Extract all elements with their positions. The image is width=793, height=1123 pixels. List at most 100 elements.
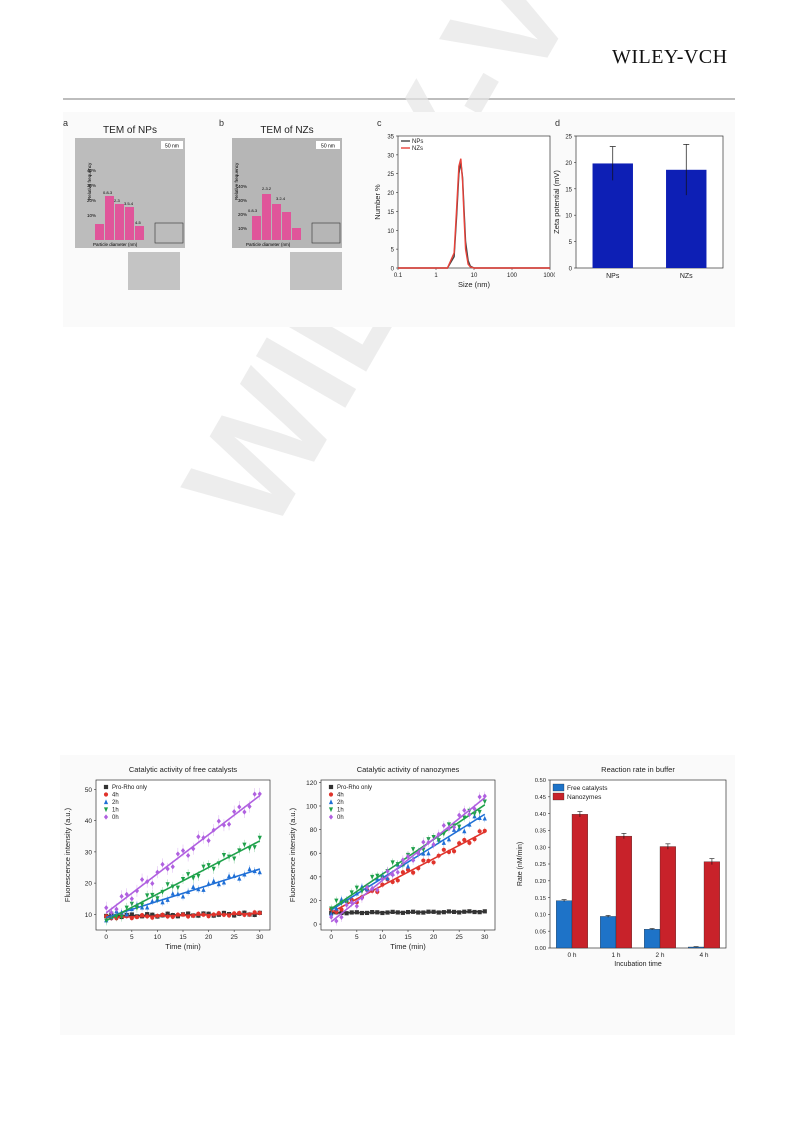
x-tick-label: 30 <box>481 934 489 941</box>
bar-0-0 <box>556 900 573 949</box>
data-point <box>237 910 242 916</box>
data-point <box>216 861 221 867</box>
chart-nanozymes: Catalytic activity of nanozymes 0 20 40 60 80… <box>288 765 496 951</box>
data-point <box>160 889 165 895</box>
data-point <box>405 853 411 860</box>
data-point <box>482 799 487 805</box>
data-point <box>186 872 191 877</box>
x-tick-label: 0 <box>329 934 333 941</box>
data-point <box>477 910 482 915</box>
tem-scale-a: 50 nm <box>165 144 179 150</box>
data-point <box>145 893 150 899</box>
tem-bar <box>252 216 261 240</box>
y-tick-label: 60 <box>310 851 318 858</box>
data-point <box>191 884 196 889</box>
legend-label: Pro-Rho only <box>337 785 372 791</box>
data-point <box>145 879 150 885</box>
x-tick-label: 15 <box>179 934 187 941</box>
data-point <box>457 824 462 830</box>
data-point <box>339 907 344 912</box>
tem-ytick: 40% <box>87 168 96 173</box>
data-point <box>165 866 170 872</box>
data-point <box>226 854 232 860</box>
data-point <box>416 850 421 857</box>
data-point <box>482 793 487 799</box>
header-rule <box>63 98 735 100</box>
chart-zeta-potential: 0 5 10 15 20 25 Zeta potential (mV) NPs NZs <box>552 135 724 280</box>
tem-bar-label: 3.2-4 <box>276 196 286 201</box>
data-point <box>216 818 221 824</box>
x-tick-label: 1000 <box>543 273 555 279</box>
data-point <box>206 863 211 868</box>
bar-0-1 <box>600 916 617 949</box>
tem-xlabel-a: Particle diameter (nm) <box>93 242 138 247</box>
data-point <box>395 910 400 915</box>
x-tick-label: 10 <box>471 273 478 279</box>
legend-marker <box>103 814 109 820</box>
x-axis-label: Incubation time <box>614 961 662 968</box>
data-point <box>431 834 436 840</box>
tem-title-a: TEM of NPs <box>103 125 157 136</box>
data-point <box>472 837 477 842</box>
data-point <box>129 906 134 912</box>
data-point <box>191 913 196 918</box>
tem-bar-label: 4-5 <box>135 220 142 225</box>
y-tick-label: 120 <box>306 780 317 787</box>
bar-1-1 <box>615 835 632 949</box>
data-point <box>145 914 150 919</box>
tem-bar-label: 0.8-3 <box>103 190 113 195</box>
x-tick-label: 15 <box>404 934 412 941</box>
legend-label: 2h <box>337 800 344 806</box>
panel-label-d: d <box>555 118 561 128</box>
bar-0-2 <box>644 929 661 949</box>
data-point <box>416 910 421 915</box>
data-point <box>385 875 390 881</box>
data-point <box>186 914 191 919</box>
x-tick-label: 10 <box>154 934 162 941</box>
legend-label: Pro-Rho only <box>112 785 147 791</box>
data-point <box>165 897 170 902</box>
data-point <box>226 913 232 918</box>
data-point <box>411 870 416 875</box>
data-point <box>109 910 114 916</box>
tem-bar <box>262 194 271 240</box>
tem-image-nzs: 50 nm Relative frequency 40% 30% 20% 10%… <box>232 138 342 248</box>
data-point <box>431 909 436 914</box>
data-point <box>160 899 165 905</box>
data-point <box>221 912 227 917</box>
y-tick-label: 0.05 <box>535 929 546 935</box>
tem-ylabel-b: Relative frequency <box>234 162 239 200</box>
data-point <box>451 849 457 854</box>
tem-nps-overlay: 50 nm Relative frequency 40% 30% 20% 10%… <box>87 141 184 247</box>
x-tick-label: 30 <box>256 934 264 941</box>
data-point <box>446 909 452 914</box>
y-tick-label: 30 <box>85 849 93 856</box>
data-point <box>390 879 395 885</box>
y-tick-label: 15 <box>565 187 572 193</box>
data-point <box>472 909 477 915</box>
data-point <box>400 910 405 915</box>
y-tick-label: 20 <box>310 898 318 905</box>
tem-image-nps: 50 nm Relative frequency 40% 30% 20% 10%… <box>75 138 185 248</box>
data-point <box>232 873 237 878</box>
y-tick-label: 0.00 <box>535 946 546 952</box>
data-point <box>395 869 400 875</box>
legend-label: 0h <box>112 815 119 821</box>
x-tick-label: 0 h <box>567 952 576 959</box>
legend-label: 2h <box>112 800 119 806</box>
data-point <box>375 910 380 915</box>
data-point <box>119 914 124 920</box>
data-point <box>421 858 426 863</box>
x-tick-label: 20 <box>430 934 438 941</box>
y-axis-label: Fluorescence intensity (a.u.) <box>63 807 72 902</box>
data-point <box>170 884 175 890</box>
legend-marker <box>103 799 109 805</box>
data-point <box>237 848 242 854</box>
legend-marker <box>328 807 334 813</box>
data-point <box>180 893 186 899</box>
y-tick-label: 35 <box>387 135 394 141</box>
data-point <box>385 910 390 915</box>
data-point <box>364 910 370 916</box>
tem-ytick: 20% <box>87 198 96 203</box>
data-point <box>186 911 191 916</box>
